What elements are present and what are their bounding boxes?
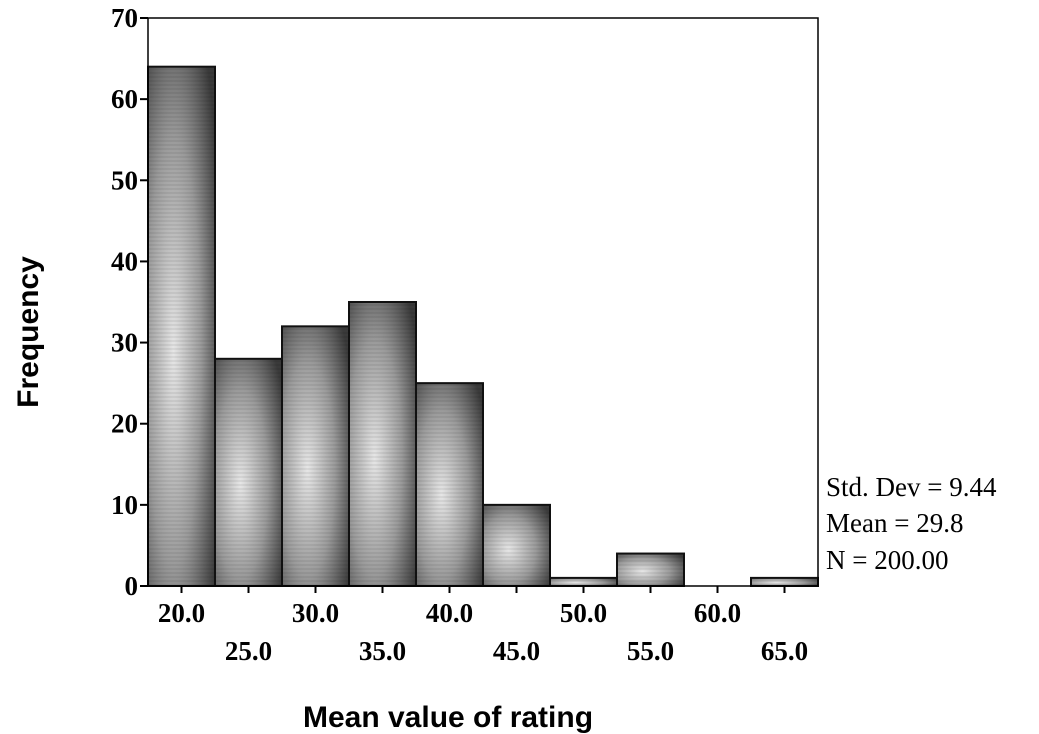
x-axis: 20.0 30.0 40.0 50.0 60.0 25.0 35.0 45.0 55.0 65.0 [158,586,808,666]
histogram-bar-texture [349,302,416,586]
histogram-bar-texture [751,577,818,586]
plot-area-frame [147,17,819,587]
x-tick-label: 40.0 [426,598,473,628]
y-axis: 0 10 20 30 40 50 60 70 [111,3,148,601]
x-tick-label: 30.0 [292,598,339,628]
y-tick-label: 10 [111,490,138,520]
y-tick-label: 50 [111,165,138,195]
y-tick-label: 60 [111,84,138,114]
y-tick-label: 20 [111,409,138,439]
x-tick-label: 45.0 [493,636,540,666]
y-tick-label: 30 [111,328,138,358]
histogram-bar-texture [416,383,483,586]
histogram-bar-texture [550,577,617,586]
y-axis-title: Frequency [12,256,45,408]
x-tick-label: 60.0 [694,598,741,628]
x-axis-title: Mean value of rating [303,701,593,734]
stats-mean: Mean = 29.8 [826,508,963,538]
y-tick-label: 40 [111,246,138,276]
x-tick-label: 25.0 [225,636,272,666]
x-tick-label: 55.0 [627,636,674,666]
histogram-bar-texture [148,66,215,586]
histogram-bar-texture [483,504,550,586]
bars-group [147,65,819,588]
stats-n: N = 200.00 [826,545,948,575]
x-tick-label: 50.0 [560,598,607,628]
x-tick-label: 20.0 [158,598,205,628]
y-tick-label: 0 [125,571,139,601]
histogram-bar-texture [282,326,349,586]
y-tick-label: 70 [111,3,138,33]
histogram-bar-texture [215,358,282,586]
histogram-bar-texture [617,553,684,586]
stats-std-dev: Std. Dev = 9.44 [826,472,997,502]
x-tick-label: 65.0 [761,636,808,666]
x-tick-label: 35.0 [359,636,406,666]
